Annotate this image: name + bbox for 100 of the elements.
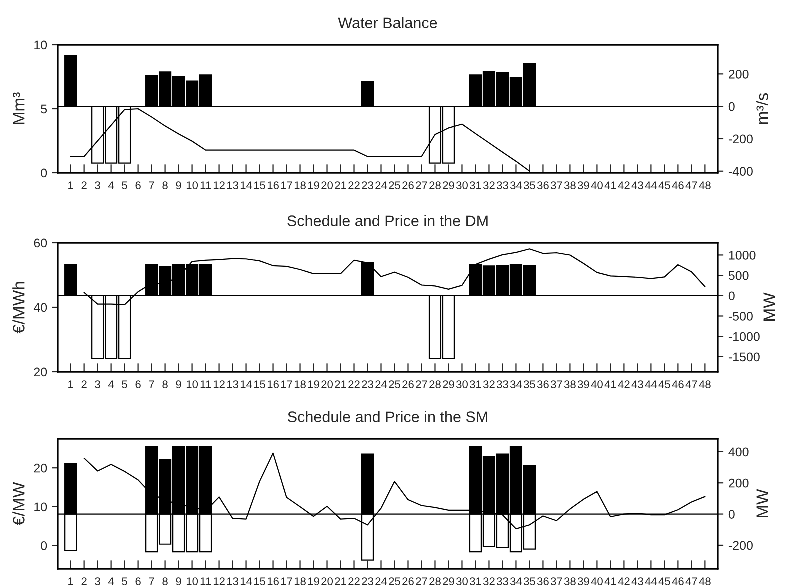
x-tick-label: 20 (322, 578, 334, 586)
x-tick-label: 2 (82, 380, 87, 388)
x-tick-label: 40 (591, 578, 603, 586)
x-tick-label: 36 (537, 182, 549, 190)
x-tick-label: 43 (632, 578, 644, 586)
y2-tick-label: -200 (728, 134, 753, 144)
x-tick-label: 8 (162, 578, 168, 586)
x-tick-label: 42 (618, 578, 630, 586)
x-tick-label: 4 (108, 578, 114, 586)
x-tick-label: 47 (686, 182, 698, 190)
x-tick-label: 22 (348, 182, 360, 190)
x-tick-label: 12 (214, 578, 225, 586)
x-tick-label: 17 (281, 380, 292, 388)
x-tick-label: 38 (564, 578, 576, 586)
y2-axis-title: MW (756, 489, 768, 518)
x-tick-label: 30 (456, 380, 468, 388)
x-tick-label: 31 (470, 182, 482, 190)
x-tick-label: 13 (227, 182, 238, 190)
x-tick-label: 24 (376, 380, 388, 388)
chart-title: Schedule and Price in the DM (288, 215, 488, 226)
x-tick-label: 15 (254, 182, 266, 190)
x-tick-label: 13 (227, 380, 238, 388)
x-tick-label: 6 (136, 182, 141, 190)
x-tick-label: 9 (176, 182, 182, 190)
x-tick-label: 38 (564, 182, 576, 190)
x-tick-label: 4 (108, 380, 114, 388)
x-tick-label: 27 (416, 380, 428, 388)
x-tick-label: 7 (149, 380, 154, 388)
y-tick-label: 40 (34, 303, 48, 312)
y2-tick-label: 400 (728, 448, 749, 457)
y2-tick-label: 200 (729, 70, 749, 79)
y-tick-label: 0 (41, 542, 48, 550)
x-tick-label: 33 (496, 182, 508, 190)
x-tick-label: 31 (470, 380, 482, 388)
x-tick-label: 5 (122, 380, 128, 388)
x-tick-label: 48 (699, 578, 711, 586)
x-tick-label: 2 (82, 578, 87, 586)
x-tick-label: 40 (591, 182, 603, 190)
x-tick-label: 3 (95, 380, 100, 388)
x-tick-label: 20 (322, 182, 334, 190)
x-tick-label: 18 (294, 578, 306, 586)
x-tick-label: 46 (672, 182, 684, 190)
x-tick-label: 41 (604, 578, 616, 586)
x-tick-label: 25 (389, 578, 400, 586)
y2-tick-label: 200 (729, 478, 749, 488)
x-tick-label: 29 (443, 182, 454, 190)
chart-title: Water Balance (338, 17, 438, 28)
x-tick-label: 44 (645, 182, 658, 190)
x-tick-label: 14 (240, 578, 252, 586)
y2-tick-label: -400 (728, 167, 753, 176)
y-tick-label: 60 (34, 238, 48, 248)
x-tick-label: 13 (227, 578, 238, 586)
x-tick-label: 11 (200, 578, 212, 586)
x-tick-label: 11 (200, 182, 212, 190)
x-tick-label: 5 (122, 182, 128, 190)
x-tick-label: 1 (68, 578, 74, 586)
y2-tick-label: -200 (728, 541, 753, 550)
x-tick-label: 39 (578, 578, 590, 586)
x-tick-label: 26 (402, 578, 414, 586)
x-tick-label: 6 (136, 380, 141, 388)
x-tick-label: 26 (402, 182, 414, 190)
y2-axis-title: MW (764, 292, 776, 321)
x-tick-label: 1 (68, 182, 74, 190)
y2-tick-label: 0 (728, 292, 735, 301)
x-tick-label: 25 (389, 182, 400, 190)
x-tick-label: 25 (389, 380, 400, 388)
x-tick-label: 37 (550, 578, 562, 586)
x-tick-label: 10 (186, 380, 198, 388)
x-tick-label: 43 (632, 380, 644, 388)
x-tick-label: 15 (254, 380, 266, 388)
x-tick-label: 6 (136, 578, 141, 586)
x-tick-label: 20 (322, 380, 334, 388)
x-tick-label: 32 (483, 380, 495, 388)
x-tick-label: 35 (524, 380, 536, 388)
x-tick-label: 27 (416, 578, 428, 586)
x-tick-label: 4 (108, 182, 114, 190)
x-tick-label: 48 (699, 380, 711, 388)
x-tick-label: 21 (335, 182, 346, 190)
x-tick-label: 8 (162, 380, 168, 388)
x-tick-label: 17 (281, 182, 292, 190)
x-tick-label: 36 (537, 578, 549, 586)
chart-title: Schedule and Price in the SM (288, 411, 488, 422)
x-tick-label: 3 (95, 182, 100, 190)
x-tick-label: 32 (483, 182, 495, 190)
x-tick-label: 30 (456, 578, 468, 586)
x-tick-label: 39 (578, 380, 590, 388)
x-tick-label: 24 (376, 182, 388, 190)
x-tick-label: 16 (268, 182, 279, 190)
x-tick-label: 28 (430, 578, 441, 586)
y-tick-label: 10 (34, 502, 48, 512)
x-tick-label: 22 (348, 578, 360, 586)
x-tick-label: 41 (604, 182, 616, 190)
y-tick-label: 0 (41, 168, 48, 178)
x-tick-label: 1 (68, 380, 74, 388)
x-tick-label: 8 (162, 182, 168, 190)
x-tick-label: 30 (456, 182, 468, 190)
x-tick-label: 19 (308, 182, 320, 190)
x-tick-label: 34 (510, 380, 522, 388)
x-tick-label: 29 (443, 578, 454, 586)
x-tick-label: 7 (149, 578, 154, 586)
